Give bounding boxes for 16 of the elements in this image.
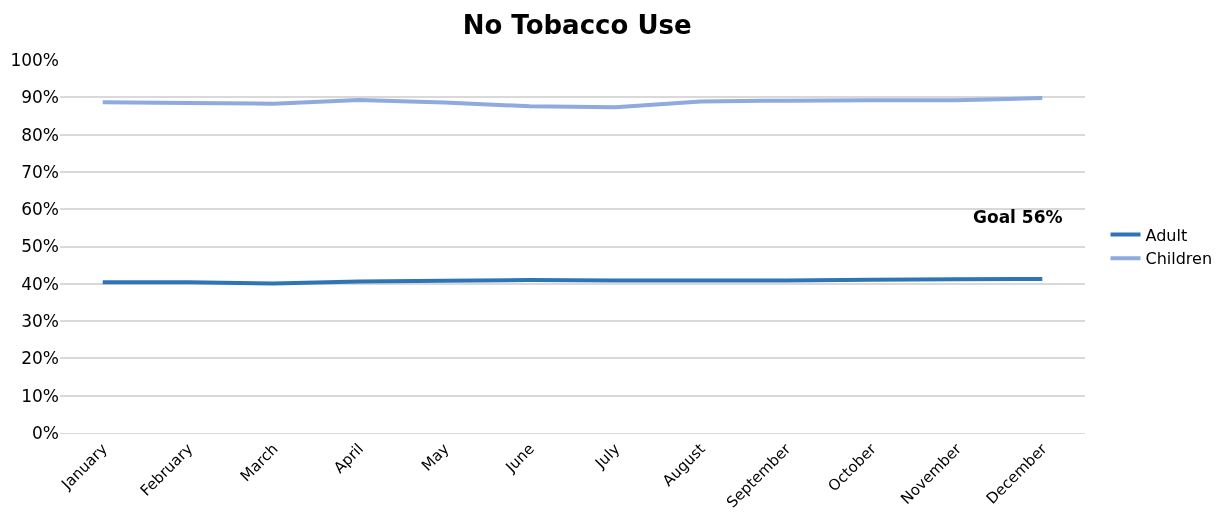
chart-title: No Tobacco Use xyxy=(462,9,692,40)
legend-label: Children xyxy=(1145,249,1213,269)
y-tick-label: 80% xyxy=(21,124,59,145)
y-tick-label: 60% xyxy=(21,199,59,220)
line-series xyxy=(100,96,1045,110)
y-tick-label: 0% xyxy=(32,422,59,443)
y-tick-label: 30% xyxy=(21,311,59,332)
legend-label: Adult xyxy=(1145,225,1188,245)
annotation: Goal 56% xyxy=(973,207,1063,227)
y-tick-label: 100% xyxy=(10,49,59,70)
y-tick-label: 50% xyxy=(21,236,59,257)
y-tick-label: 20% xyxy=(21,348,59,369)
y-tick-label: 10% xyxy=(21,385,59,406)
y-tick-label: 70% xyxy=(21,161,59,182)
y-tick-label: 90% xyxy=(21,87,59,108)
y-tick-label: 40% xyxy=(21,273,59,294)
